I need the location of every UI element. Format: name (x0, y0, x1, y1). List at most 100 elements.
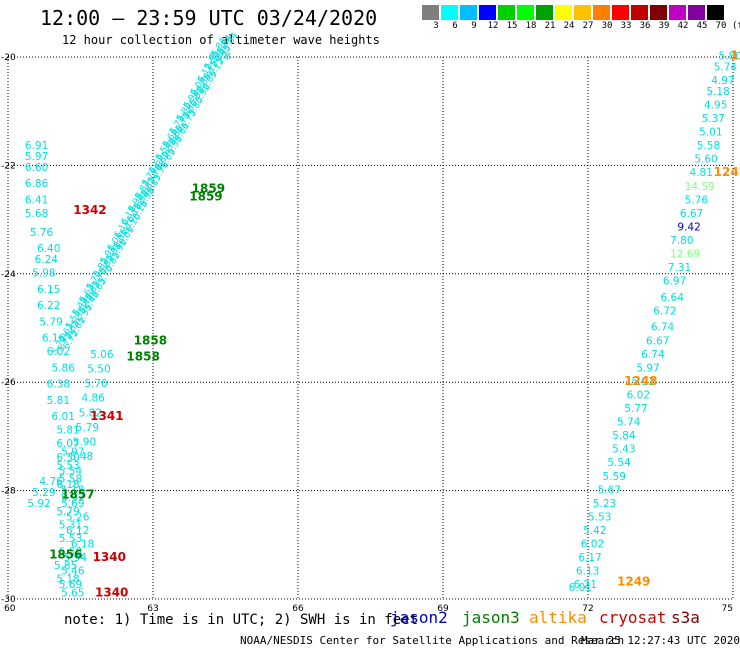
colorbar-swatch (707, 5, 724, 20)
swh-point-label: 5.79 (39, 316, 62, 328)
track-label: 5.50 (87, 363, 110, 375)
colorbar-label: 45 (696, 21, 708, 31)
footer-timestamp: Mar 25 12:27:43 UTC 2020 (581, 634, 740, 647)
swh-point-label: 14.59 (685, 181, 715, 193)
swh-point-label: 6.01 (52, 411, 75, 423)
legend-entry-jason3: jason3 (462, 608, 520, 627)
pass-time-label: 1342 (73, 203, 106, 217)
swh-point-label: 5.58 (697, 140, 720, 152)
x-tick-label: 66 (292, 604, 304, 614)
pass-time-label: 1856 (49, 547, 82, 561)
swh-point-label: 5.97 (25, 151, 48, 163)
swh-point-label: 5.92 (27, 498, 50, 510)
swh-point-label: 6.60 (25, 162, 48, 174)
swh-point-label: 5.58 (59, 547, 82, 559)
colorbar-swatch (536, 5, 553, 20)
swh-point-label: 6.74 (651, 322, 675, 334)
colorbar-swatch (593, 5, 610, 20)
y-tick-label: -26 (1, 378, 16, 388)
colorbar-swatch (688, 5, 705, 20)
colorbar-swatch (650, 5, 667, 20)
y-tick-label: -30 (1, 595, 16, 605)
dense-track-top-label: 6.78 (209, 52, 231, 63)
swh-point-label: 5.60 (694, 154, 717, 166)
pass-time-label: 1247 (714, 165, 740, 179)
legend-entry-jason2: jason2 (390, 608, 448, 627)
swh-point-label: 5.97 (61, 446, 84, 458)
swh-point-label: 5.80 (719, 51, 740, 63)
colorbar-label: 33 (620, 21, 632, 31)
swh-point-label: 5.37 (702, 113, 725, 125)
colorbar-label: 27 (582, 21, 594, 31)
swh-point-label: 6.18 (71, 539, 94, 551)
swh-point-label: 5.98 (32, 268, 55, 280)
swh-point-label: 12.69 (670, 249, 700, 261)
swh-point-label: 6.07 (56, 438, 79, 450)
colorbar-swatch (479, 5, 496, 20)
track-label: 5.48 (70, 451, 93, 463)
swh-point-label: 5.74 (617, 417, 641, 429)
colorbar-swatch (631, 5, 648, 20)
swh-point-label: 5.59 (603, 471, 626, 483)
swh-point-label: 4.97 (711, 75, 734, 87)
swh-point-label: 6.91 (25, 140, 48, 152)
swh-point-label: 6.41 (25, 194, 48, 206)
swh-point-label: 5.74 (714, 62, 738, 74)
colorbar-label: 6 (452, 21, 458, 31)
chart-title: 12:00 — 23:59 UTC 03/24/2020 (40, 6, 378, 30)
x-tick-label: 60 (4, 604, 16, 614)
swh-point-label: 5.42 (583, 525, 606, 537)
swh-point-label: 5.76 (685, 194, 709, 206)
swh-point-label: 5.76 (30, 227, 54, 239)
pass-time-label: 1858 (126, 350, 159, 364)
colorbar-swatch (555, 5, 572, 20)
swh-point-label: 6.02 (627, 389, 650, 401)
swh-point-label: 5.69 (59, 579, 82, 591)
pass-time-label: 1858 (134, 333, 167, 347)
colorbar-swatch (460, 5, 477, 20)
swh-point-label: 5.43 (612, 444, 635, 456)
legend-entry-s3a: s3a (671, 608, 700, 627)
swh-point-label: 5.68 (25, 208, 48, 220)
swh-point-label: 5.92 (632, 376, 655, 388)
colorbar-label: 39 (658, 21, 670, 31)
swh-point-label: 5.23 (593, 498, 616, 510)
dense-track-label: 5.84 (221, 31, 240, 54)
swh-point-label: 6.64 (661, 292, 685, 304)
colorbar-label: 30 (601, 21, 613, 31)
swh-point-label: 5.31 (59, 520, 82, 532)
pass-time-label: 1857 (61, 488, 94, 502)
swh-point-label: 5.53 (59, 533, 82, 545)
swh-point-label: 6.50 (56, 452, 79, 464)
swh-point-label: 5.58 (59, 473, 82, 485)
swh-point-label: 5.18 (56, 574, 79, 586)
swh-point-label: 5.46 (61, 566, 85, 578)
swh-point-label: 6.12 (66, 525, 89, 537)
swh-point-label: 4.95 (704, 99, 727, 111)
swh-point-label: 4.81 (690, 167, 713, 179)
colorbar-swatch (498, 5, 515, 20)
swh-point-label: 5.79 (56, 506, 79, 518)
swh-point-label: 6.13 (576, 566, 599, 578)
y-tick-label: -24 (1, 270, 16, 280)
colorbar-swatch (422, 5, 439, 20)
pass-time-label: 1859 (189, 190, 222, 204)
colorbar-swatch (517, 5, 534, 20)
swh-point-label: 6.67 (680, 208, 703, 220)
legend-entry-cryosat: cryosat (599, 608, 667, 627)
x-tick-label: 69 (437, 604, 449, 614)
colorbar-label: 12 (487, 21, 499, 31)
swh-point-label: 5.69 (61, 498, 84, 510)
swh-point-label: 5.57 (61, 492, 84, 504)
pass-time-label: 1340 (93, 550, 126, 564)
x-tick-label: 63 (147, 604, 158, 614)
pass-time-label: 1249 (617, 574, 650, 588)
pass-time-label: 1859 (192, 182, 225, 196)
swh-point-label: 6.97 (663, 276, 686, 288)
colorbar-label: 42 (677, 21, 689, 31)
x-tick-label: 72 (582, 604, 593, 614)
swh-point-label: 6.18 (56, 479, 79, 491)
swh-point-label: 5.54 (59, 465, 83, 477)
